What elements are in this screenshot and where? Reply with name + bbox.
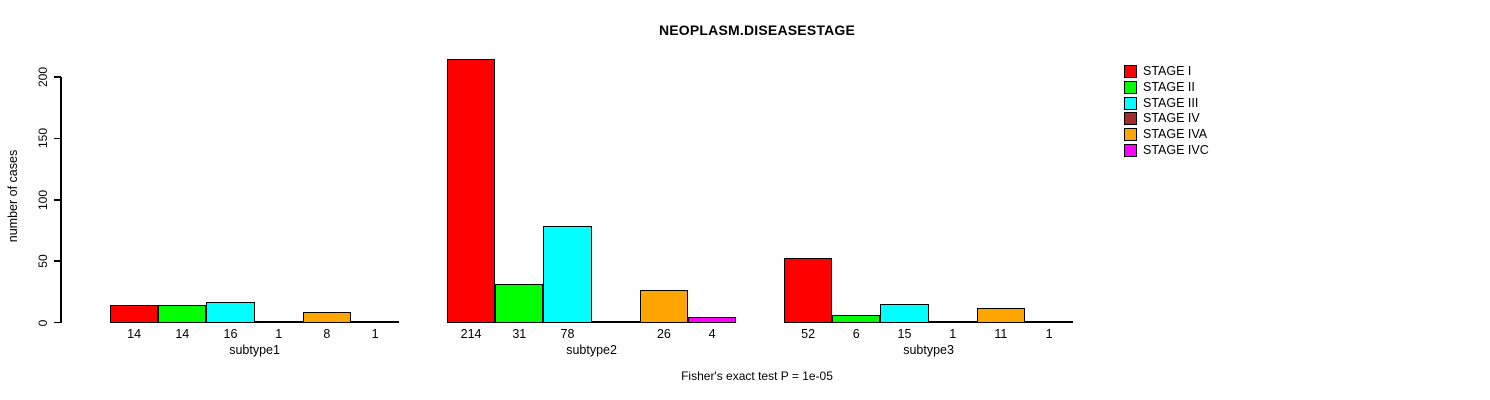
legend-label: STAGE IVC [1143, 142, 1209, 157]
bar-stage-ivc-subtype1 [351, 320, 400, 323]
bar-value-label: 1 [1045, 326, 1053, 341]
chart-title: NEOPLASM.DISEASESTAGE [658, 22, 856, 38]
bar-stage-ii-subtype3 [832, 314, 881, 323]
bar-value-label: 14 [127, 326, 142, 341]
y-tick-label: 0 [36, 319, 50, 326]
category-label-subtype1: subtype1 [229, 343, 280, 357]
category-label-subtype3: subtype3 [903, 343, 954, 357]
legend-swatch-stage-i [1124, 65, 1137, 79]
bar-value-label: 11 [994, 326, 1008, 341]
legend-swatch-stage-ivc [1124, 143, 1137, 157]
bar-value-label: 214 [460, 326, 482, 341]
y-tick-mark [54, 137, 61, 140]
legend-swatch-stage-iii [1124, 96, 1137, 110]
bar-stage-ii-subtype1 [158, 304, 207, 323]
category-label-subtype2: subtype2 [566, 343, 617, 357]
bar-stage-iv-subtype3 [928, 320, 977, 323]
legend: STAGE I STAGE II STAGE III STAGE IV STAGE IV… [1124, 64, 1209, 158]
y-tick-mark [54, 76, 61, 78]
bar-value-label: 16 [223, 326, 238, 341]
y-tick-mark [54, 260, 61, 262]
bar-value-label: 15 [897, 326, 912, 341]
bar-value-label: 1 [275, 326, 283, 341]
legend-row-stage-iv: STAGE IV [1124, 111, 1209, 127]
legend-row-stage-i: STAGE I [1124, 64, 1209, 80]
group-baseline [447, 321, 737, 323]
y-tick-label: 50 [36, 254, 50, 268]
bar-stage-iva-subtype1 [302, 312, 351, 323]
bar-stage-ivc-subtype2 [688, 317, 737, 323]
bar-stage-ii-subtype2 [495, 283, 544, 323]
legend-swatch-stage-iv [1124, 112, 1137, 126]
legend-label: STAGE I [1143, 64, 1192, 79]
legend-row-stage-ii: STAGE II [1124, 80, 1209, 96]
bar-value-label: 14 [175, 326, 190, 341]
legend-row-stage-iii: STAGE III [1124, 95, 1209, 111]
bar-stage-i-subtype2 [447, 59, 496, 323]
fisher-test-annotation: Fisher's exact test P = 1e-05 [681, 369, 833, 383]
bar-stage-iv-subtype1 [254, 320, 303, 323]
bar-stage-i-subtype3 [784, 258, 833, 323]
bar-value-label: 8 [323, 326, 331, 341]
y-tick-mark [54, 199, 61, 201]
legend-label: STAGE IV [1143, 111, 1200, 126]
legend-row-stage-iva: STAGE IVA [1124, 127, 1209, 143]
legend-label: STAGE II [1143, 80, 1195, 95]
legend-swatch-stage-ii [1124, 81, 1137, 95]
bar-stage-iva-subtype2 [639, 290, 688, 323]
bar-stage-iii-subtype2 [543, 226, 592, 323]
y-tick-label: 200 [36, 66, 50, 88]
bar-stage-ivc-subtype3 [1025, 320, 1074, 323]
bar-value-label: 1 [949, 326, 957, 341]
legend-label: STAGE IVA [1143, 127, 1208, 142]
y-tick-label: 150 [36, 128, 50, 149]
y-tick-mark [54, 321, 61, 324]
bar-value-label: 52 [801, 326, 816, 341]
bar-value-label: 78 [560, 326, 575, 341]
legend-row-stage-ivc: STAGE IVC [1124, 142, 1209, 158]
bar-stage-i-subtype1 [110, 304, 159, 323]
bar-value-label: 4 [708, 326, 716, 341]
legend-label: STAGE III [1143, 95, 1199, 110]
bar-value-label: 1 [371, 326, 379, 341]
y-tick-label: 100 [36, 189, 50, 210]
bar-stage-iva-subtype3 [976, 308, 1025, 323]
bar-value-label: 31 [512, 326, 527, 341]
bar-value-label: 26 [656, 326, 671, 341]
bar-value-label: 6 [852, 326, 860, 341]
bar-stage-iii-subtype3 [880, 303, 929, 323]
bar-stage-iii-subtype1 [206, 302, 255, 323]
legend-swatch-stage-iva [1124, 128, 1137, 142]
